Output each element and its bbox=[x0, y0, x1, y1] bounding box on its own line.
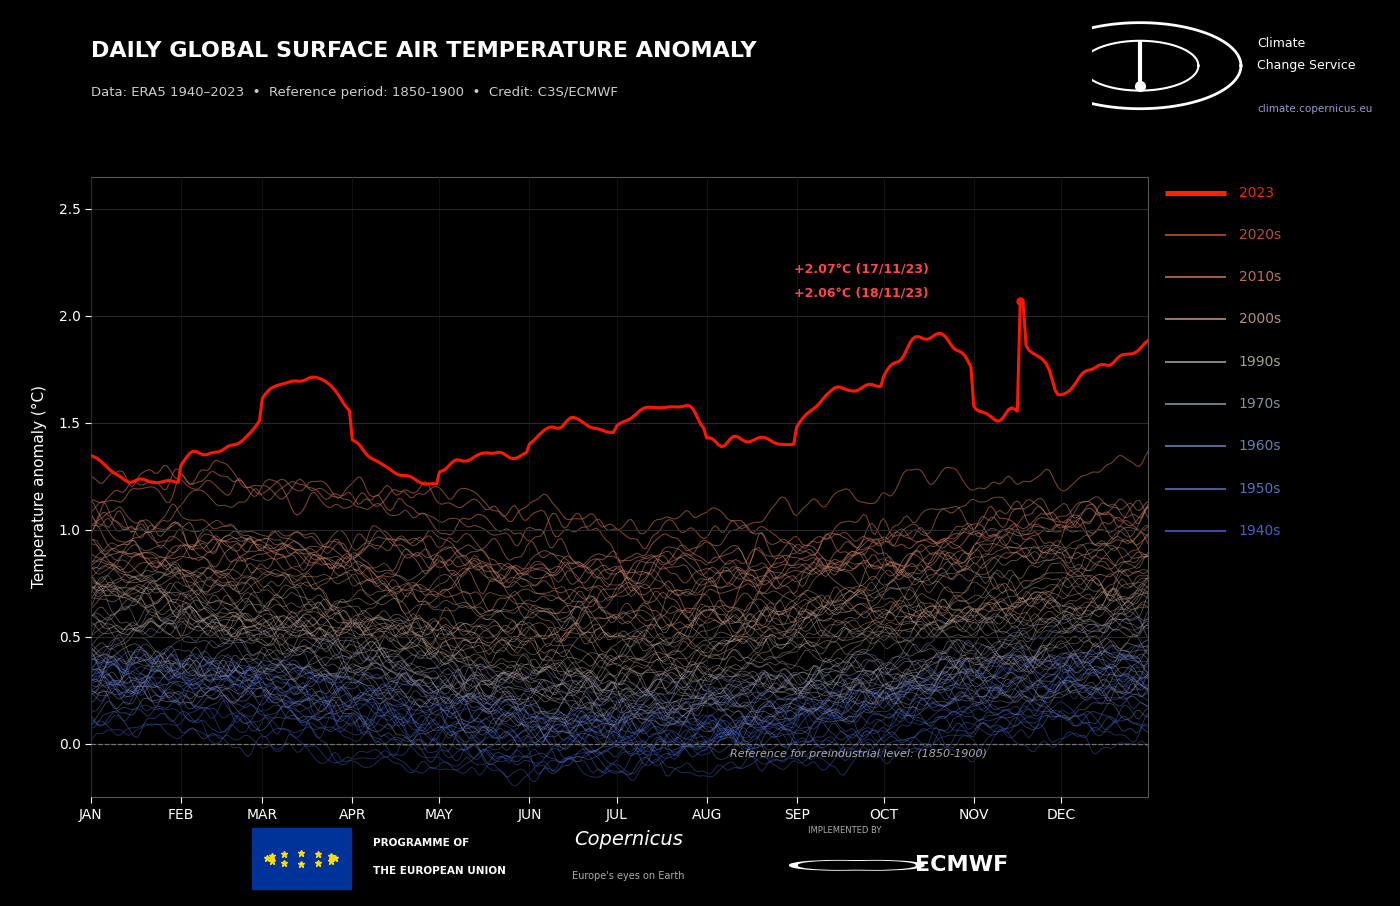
Text: THE EUROPEAN UNION: THE EUROPEAN UNION bbox=[372, 866, 505, 876]
Text: DAILY GLOBAL SURFACE AIR TEMPERATURE ANOMALY: DAILY GLOBAL SURFACE AIR TEMPERATURE ANO… bbox=[91, 41, 756, 61]
Text: Change Service: Change Service bbox=[1257, 59, 1355, 72]
Circle shape bbox=[790, 861, 888, 870]
Bar bbox=[252, 828, 350, 889]
Text: ECMWF: ECMWF bbox=[916, 855, 1008, 875]
Text: Reference for preindustrial level: (1850-1900): Reference for preindustrial level: (1850… bbox=[731, 748, 987, 759]
Text: +2.06°C (18/11/23): +2.06°C (18/11/23) bbox=[794, 286, 928, 300]
Circle shape bbox=[826, 861, 924, 870]
Text: climate.copernicus.eu: climate.copernicus.eu bbox=[1257, 103, 1372, 114]
Text: 1970s: 1970s bbox=[1239, 397, 1281, 411]
Text: Europe's eyes on Earth: Europe's eyes on Earth bbox=[573, 871, 685, 881]
Text: 1940s: 1940s bbox=[1239, 524, 1281, 538]
Text: 2020s: 2020s bbox=[1239, 228, 1281, 242]
Circle shape bbox=[798, 862, 879, 869]
Y-axis label: Temperature anomaly (°C): Temperature anomaly (°C) bbox=[32, 385, 48, 589]
Text: 2000s: 2000s bbox=[1239, 313, 1281, 326]
Text: 2010s: 2010s bbox=[1239, 270, 1281, 284]
Text: +2.07°C (17/11/23): +2.07°C (17/11/23) bbox=[794, 263, 928, 276]
Text: PROGRAMME OF: PROGRAMME OF bbox=[372, 838, 469, 848]
Text: 2023: 2023 bbox=[1239, 186, 1274, 199]
Text: 1960s: 1960s bbox=[1239, 439, 1281, 453]
Text: Data: ERA5 1940–2023  •  Reference period: 1850-1900  •  Credit: C3S/ECMWF: Data: ERA5 1940–2023 • Reference period:… bbox=[91, 86, 617, 99]
Text: 1990s: 1990s bbox=[1239, 355, 1281, 369]
Circle shape bbox=[834, 862, 916, 869]
Text: Copernicus: Copernicus bbox=[574, 830, 683, 849]
Text: 1950s: 1950s bbox=[1239, 482, 1281, 496]
Text: Climate: Climate bbox=[1257, 36, 1305, 50]
Text: IMPLEMENTED BY: IMPLEMENTED BY bbox=[808, 826, 881, 835]
